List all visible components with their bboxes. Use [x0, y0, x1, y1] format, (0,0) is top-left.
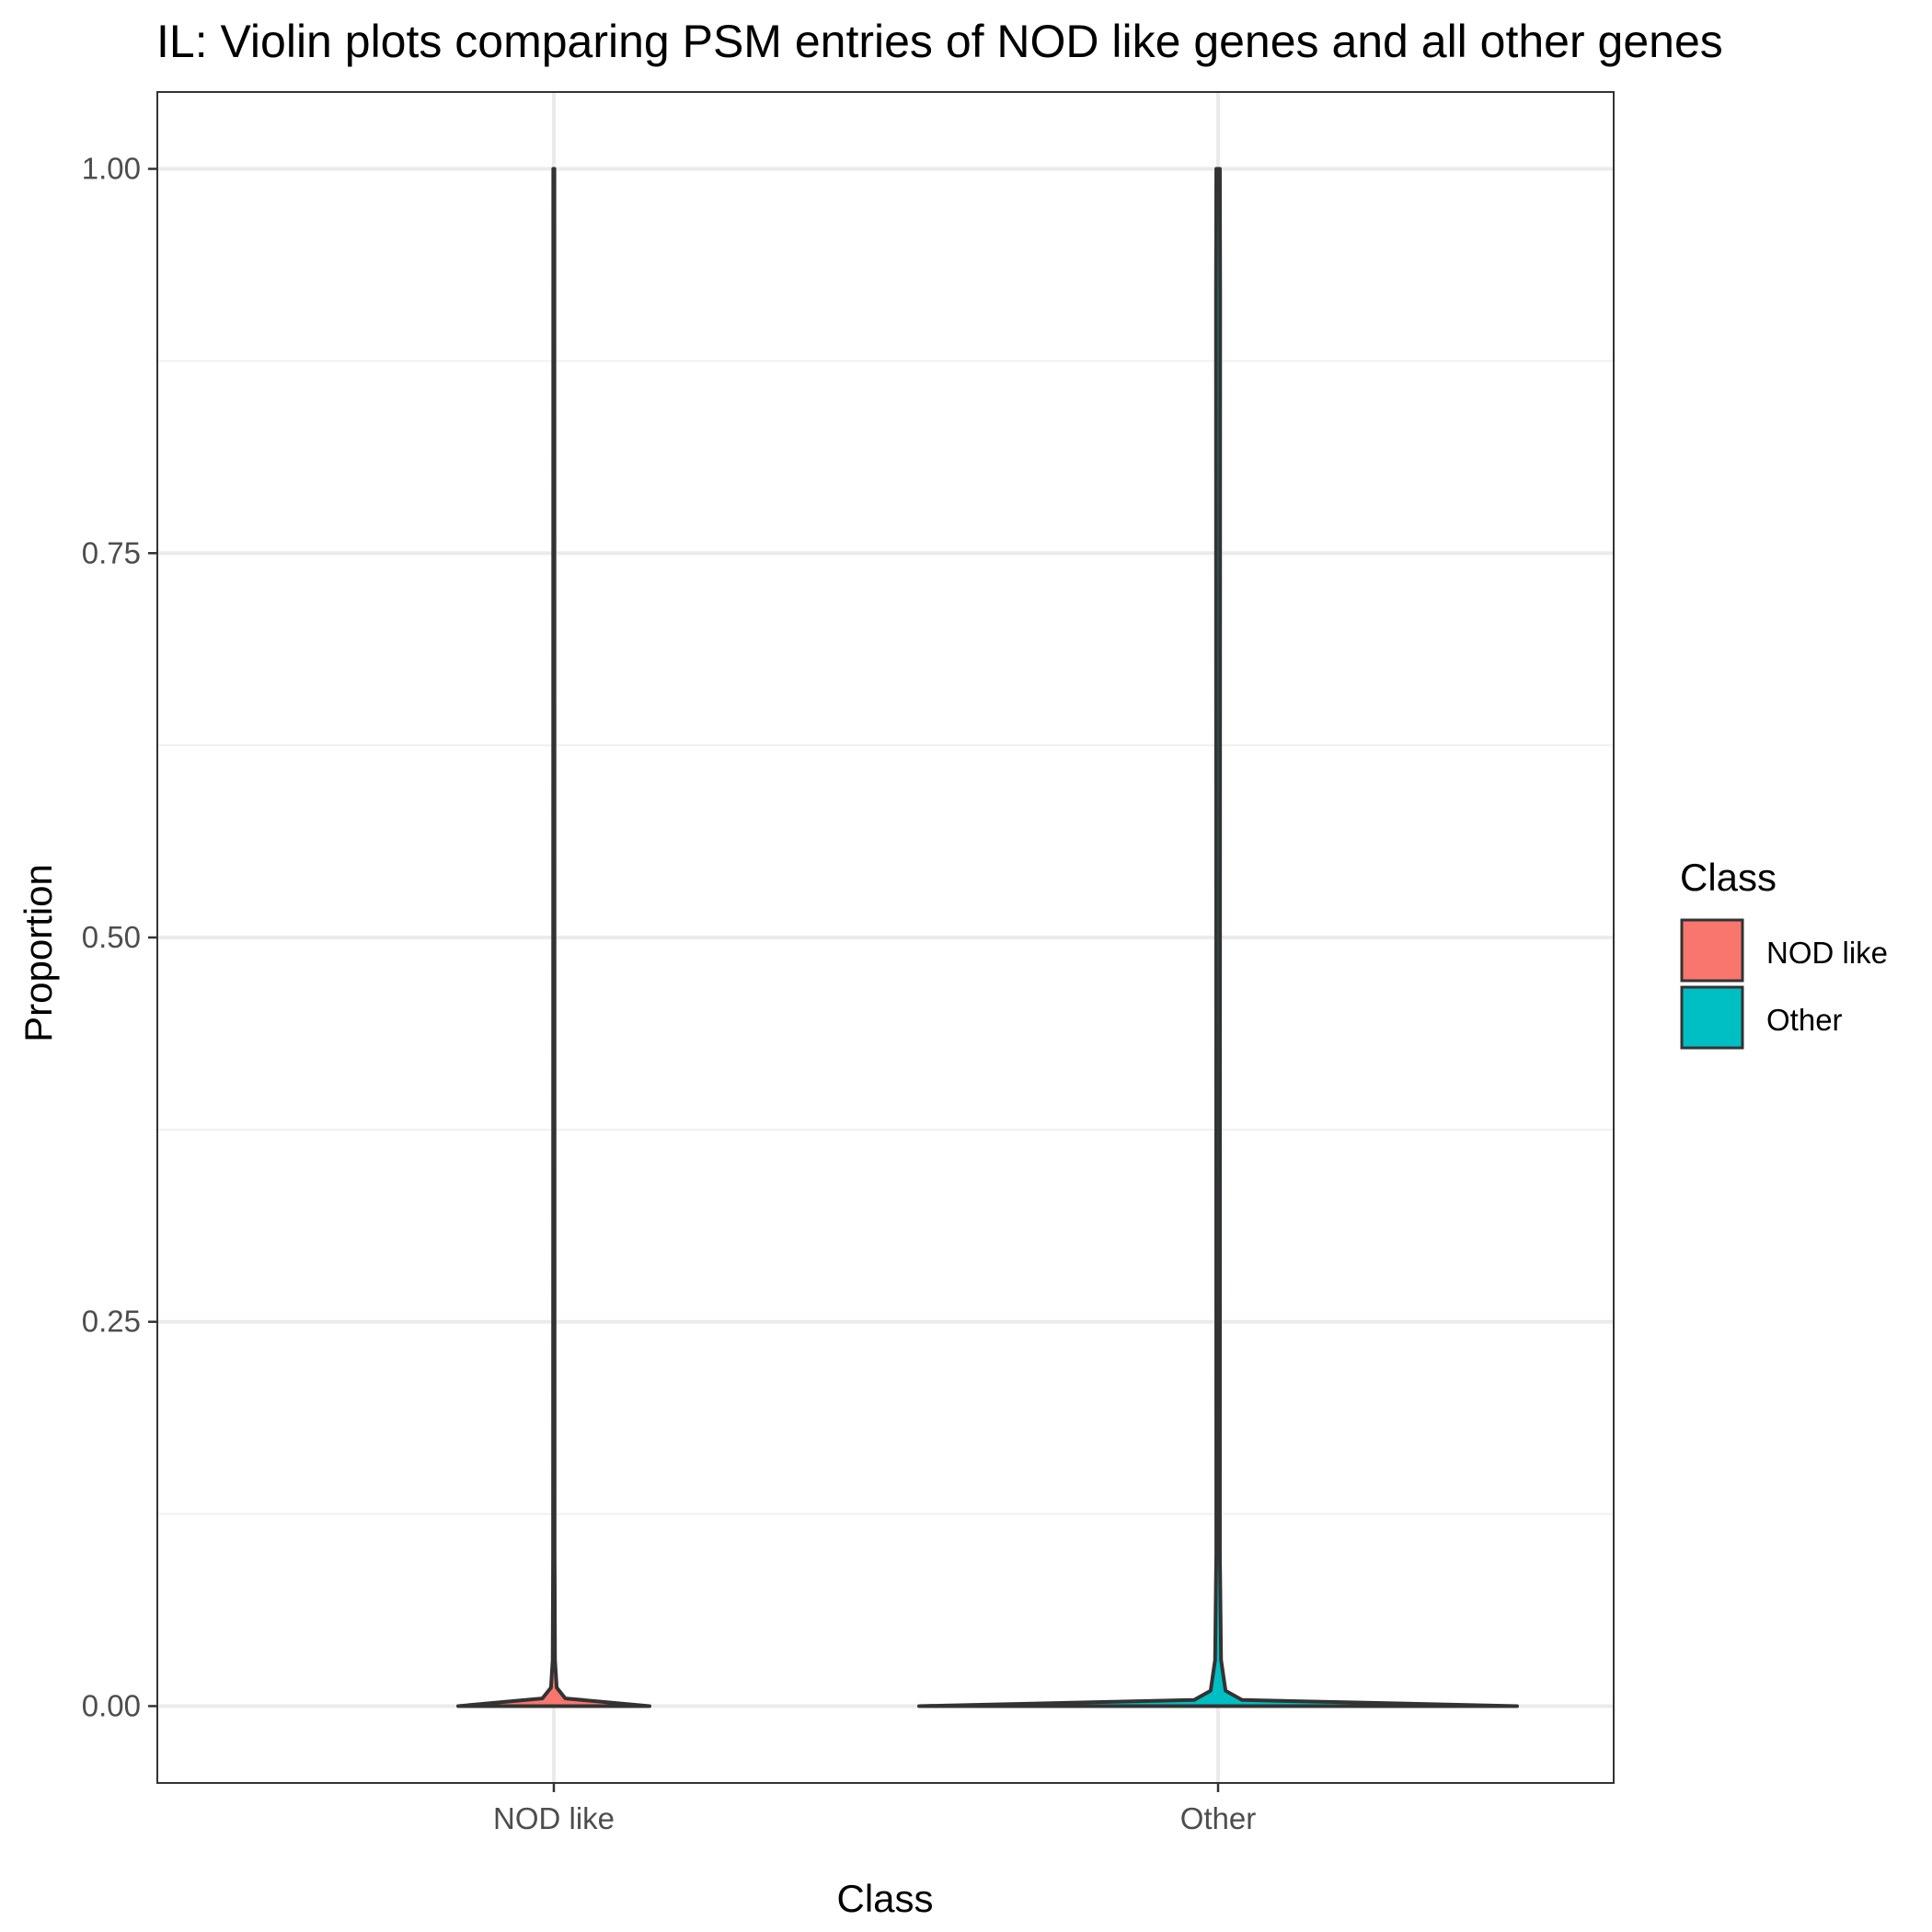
- x-axis: NOD like Other: [493, 1783, 1256, 1835]
- legend-key-nod-like: [1680, 918, 1744, 983]
- legend-label-nod-like: NOD like: [1766, 936, 1888, 970]
- y-axis: 0.00 0.25 0.50 0.75 1.00: [82, 152, 157, 1722]
- chart-title: IL: Violin plots comparing PSM entries o…: [156, 16, 1723, 67]
- legend: Class NOD like Other: [1680, 856, 1888, 1050]
- y-tick-label: 1.00: [82, 152, 141, 186]
- y-tick-label: 0.75: [82, 535, 141, 569]
- y-tick-label: 0.25: [82, 1305, 141, 1339]
- legend-label-other: Other: [1766, 1003, 1843, 1037]
- legend-title: Class: [1680, 856, 1777, 899]
- x-tick-label: Other: [1180, 1801, 1257, 1835]
- y-axis-title: Proportion: [17, 864, 60, 1042]
- x-tick-label: NOD like: [493, 1801, 615, 1835]
- violins: [456, 167, 1519, 1708]
- x-axis-title: Class: [836, 1877, 933, 1920]
- legend-key-other: [1680, 985, 1744, 1050]
- y-tick-label: 0.00: [82, 1688, 141, 1722]
- y-tick-label: 0.50: [82, 920, 141, 954]
- violin-other: [917, 167, 1519, 1708]
- violin-nod-like: [456, 167, 651, 1708]
